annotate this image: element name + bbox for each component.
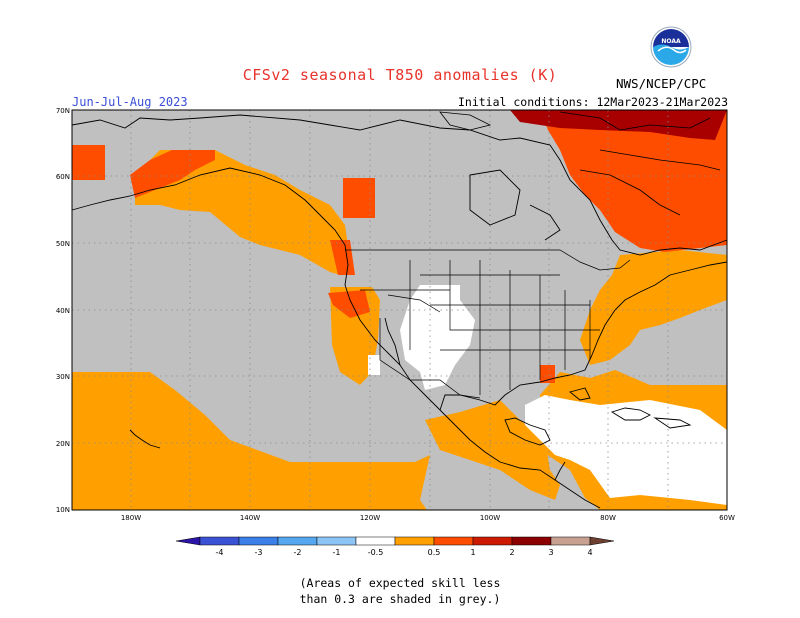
colorbar-label: 2 <box>509 548 514 557</box>
colorbar-label: -4 <box>216 548 224 557</box>
political-borders <box>345 249 631 399</box>
lon-label: 140W <box>240 514 260 522</box>
lat-label: 70N <box>56 107 70 115</box>
colorbar-segment <box>238 536 279 546</box>
neutral-anomaly-regions <box>368 285 727 505</box>
lat-label: 30N <box>56 373 70 381</box>
arctic-islands <box>439 111 721 216</box>
lat-label: 40N <box>56 307 70 315</box>
colorbar-segment <box>433 536 474 546</box>
lon-label: 120W <box>360 514 380 522</box>
colorbar-segment <box>511 536 552 546</box>
colorbar-label: 4 <box>587 548 592 557</box>
colorbar-label: -3 <box>255 548 263 557</box>
map-title: CFSv2 seasonal T850 anomalies (K) <box>242 66 558 84</box>
graticule <box>72 110 727 510</box>
lon-label: 80W <box>600 514 616 522</box>
colorbar-segment <box>472 536 513 546</box>
colorbar-label: 0.5 <box>428 548 441 557</box>
skill-note-line1: (Areas of expected skill less <box>299 576 501 590</box>
colorbar-arrow-right <box>589 536 615 546</box>
red-anomaly-regions <box>72 110 727 383</box>
lon-label: 180W <box>121 514 141 522</box>
skill-note-line2: than 0.3 are shaded in grey.) <box>299 592 501 606</box>
latitude-labels: 70N 60N 50N 40N 30N 20N 10N <box>56 107 70 514</box>
longitude-labels: 180W 140W 120W 100W 80W 60W <box>121 514 735 522</box>
agency-label: NWS/NCEP/CPC <box>616 76 707 91</box>
colorbar-label: -0.5 <box>368 548 384 557</box>
colorbar-segment <box>277 536 318 546</box>
colorbar-segment <box>316 536 357 546</box>
lat-label: 10N <box>56 506 70 514</box>
lon-label: 60W <box>719 514 735 522</box>
colorbar-label: 1 <box>470 548 475 557</box>
lat-label: 60N <box>56 173 70 181</box>
coastlines <box>71 114 728 509</box>
colorbar-label: -2 <box>294 548 302 557</box>
colorbar-label: -1 <box>333 548 341 557</box>
lon-label: 100W <box>480 514 500 522</box>
lat-label: 50N <box>56 240 70 248</box>
colorbar-segment <box>199 536 240 546</box>
darkred-anomaly-regions <box>510 110 727 140</box>
lat-label: 20N <box>56 440 70 448</box>
colorbar-segment <box>394 536 435 546</box>
skill-note: (Areas of expected skill less than 0.3 a… <box>0 575 800 607</box>
logo-text: NOAA <box>661 38 681 45</box>
initial-conditions: Initial conditions: 12Mar2023-21Mar2023 <box>457 95 728 109</box>
season-label: Jun-Jul-Aug 2023 <box>72 95 188 109</box>
colorbar-segment <box>550 536 591 546</box>
colorbar-arrow-left <box>175 536 201 546</box>
colorbar-segment <box>355 536 396 546</box>
colorbar-label: 3 <box>548 548 553 557</box>
noaa-logo: NOAA <box>650 26 692 68</box>
